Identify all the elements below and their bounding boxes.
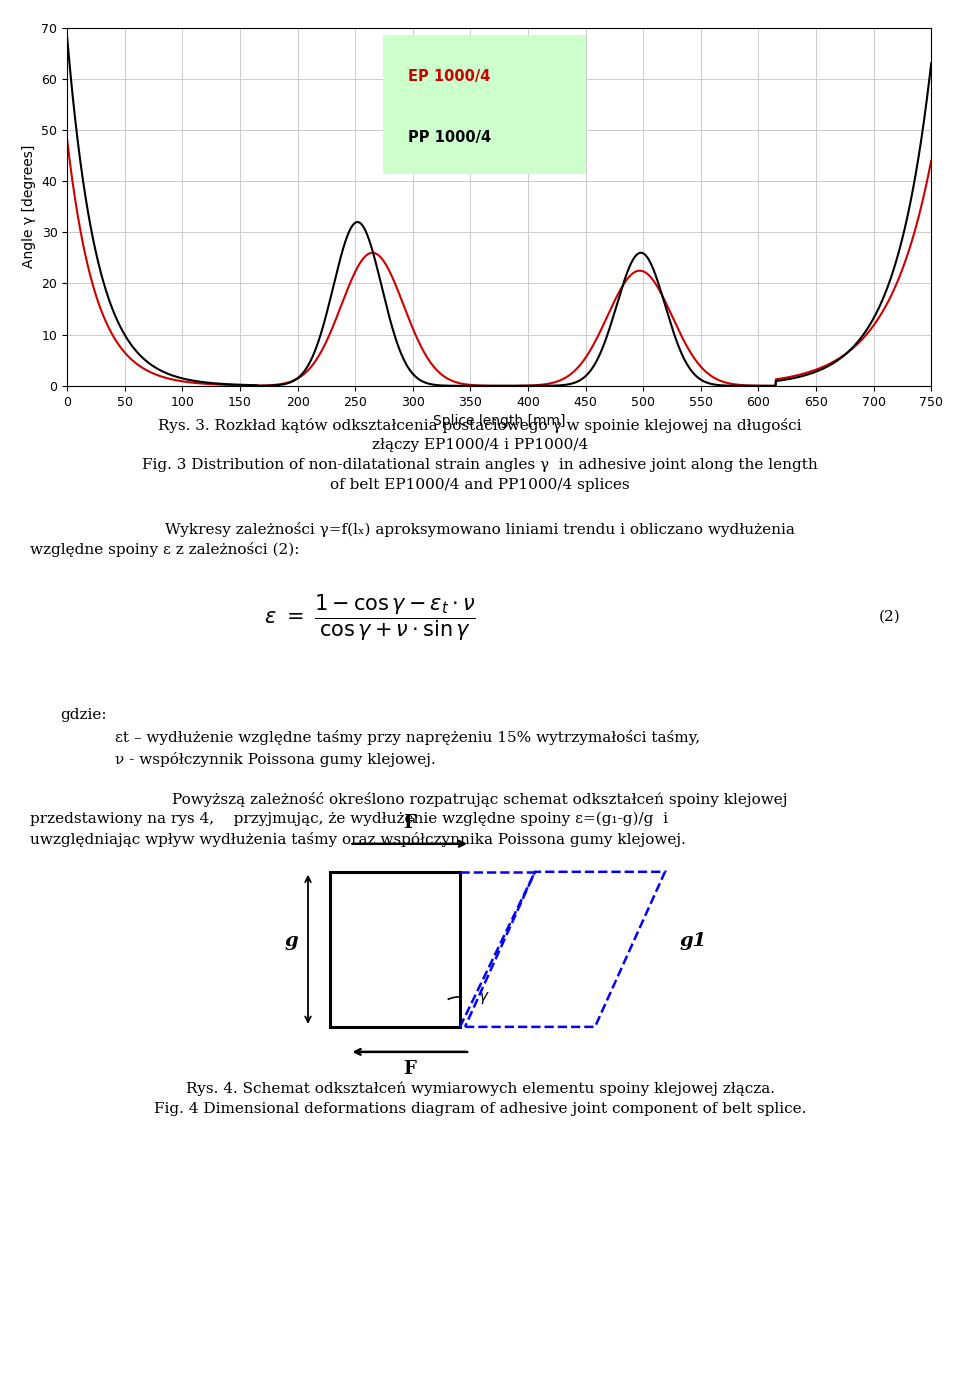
Text: Fig. 3 Distribution of non-dilatational strain angles γ  in adhesive joint along: Fig. 3 Distribution of non-dilatational … [142,457,818,473]
FancyBboxPatch shape [382,34,586,175]
Text: ν - współczynnik Poissona gumy klejowej.: ν - współczynnik Poissona gumy klejowej. [115,752,436,768]
Text: względne spoiny ε z zależności (2):: względne spoiny ε z zależności (2): [30,542,300,557]
Text: F: F [403,1060,417,1078]
Text: Powyższą zależność określono rozpatrując schemat odkształceń spoiny klejowej: Powyższą zależność określono rozpatrując… [172,792,788,808]
Text: PP 1000/4: PP 1000/4 [408,130,492,145]
Text: uwzględniając wpływ wydłużenia taśmy oraz współczynnika Poissona gumy klejowej.: uwzględniając wpływ wydłużenia taśmy ora… [30,832,685,847]
Text: złączy EP1000/4 i PP1000/4: złączy EP1000/4 i PP1000/4 [372,438,588,452]
Text: F: F [403,814,417,832]
Text: EP 1000/4: EP 1000/4 [408,69,491,84]
Text: Wykresy zależności γ=f(lₓ) aproksymowano liniami trendu i obliczano wydłużenia: Wykresy zależności γ=f(lₓ) aproksymowano… [165,522,795,537]
Text: Rys. 3. Rozkład kątów odkształcenia postaciowego γ w spoinie klejowej na długośc: Rys. 3. Rozkład kątów odkształcenia post… [158,418,802,433]
Text: (2): (2) [878,610,900,624]
X-axis label: Splice length [mm]: Splice length [mm] [433,415,565,429]
Text: Rys. 4. Schemat odkształceń wymiarowych elementu spoiny klejowej złącza.: Rys. 4. Schemat odkształceń wymiarowych … [185,1082,775,1097]
Text: Fig. 4 Dimensional deformations diagram of adhesive joint component of belt spli: Fig. 4 Dimensional deformations diagram … [154,1102,806,1116]
Text: εt – wydłużenie względne taśmy przy naprężeniu 15% wytrzymałości taśmy,: εt – wydłużenie względne taśmy przy napr… [115,730,700,745]
Text: gdzie:: gdzie: [60,708,107,722]
Text: g1: g1 [680,933,708,951]
Y-axis label: Angle γ [degrees]: Angle γ [degrees] [22,145,36,269]
Text: $\gamma$: $\gamma$ [478,989,490,1006]
Text: przedstawiony na rys 4,    przyjmując, że wydłużenie względne spoiny ε=(g₁-g)/g : przedstawiony na rys 4, przyjmując, że w… [30,812,668,827]
Text: g: g [284,933,298,951]
Text: $\varepsilon\ =\ \dfrac{1-\cos\gamma-\varepsilon_t\cdot\nu}{\cos\gamma+\nu\cdot\: $\varepsilon\ =\ \dfrac{1-\cos\gamma-\va… [264,593,476,642]
Text: of belt EP1000/4 and PP1000/4 splices: of belt EP1000/4 and PP1000/4 splices [330,478,630,492]
